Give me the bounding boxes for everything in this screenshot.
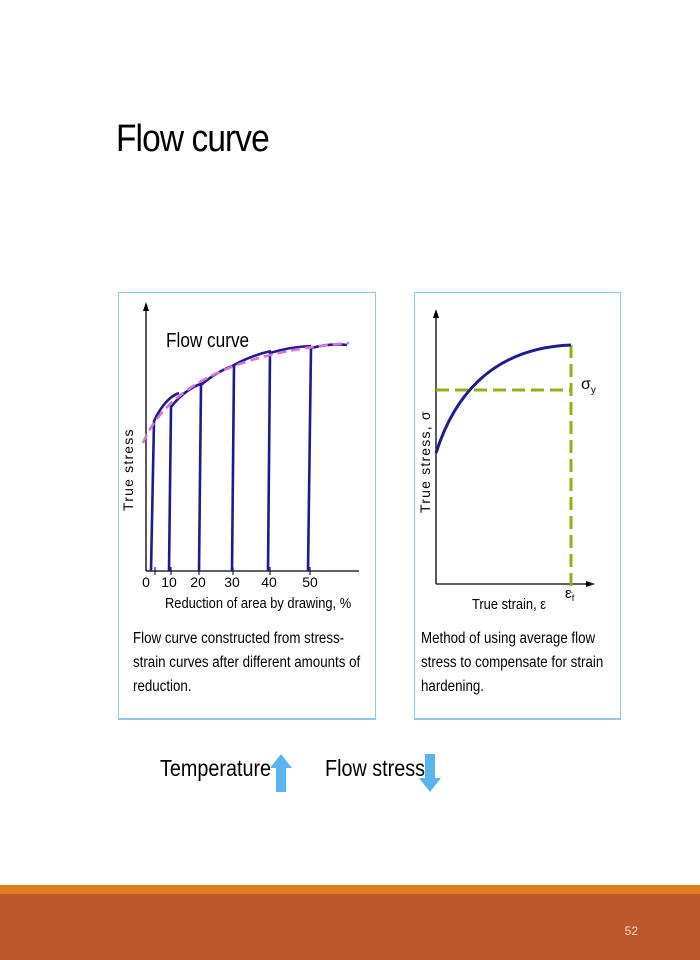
x-tick-label: 50 bbox=[302, 574, 318, 590]
flow-curve-construction-panel: Flow curve True stress 0 10 20 30 40 50 … bbox=[118, 292, 376, 720]
arrow-down-icon bbox=[419, 754, 441, 792]
caption-line: Flow curve constructed from stress- bbox=[133, 630, 345, 647]
caption-line: stress to compensate for strain bbox=[421, 654, 604, 671]
stress-strain-curve bbox=[306, 343, 348, 572]
stress-strain-curve bbox=[230, 349, 272, 572]
average-flow-stress-panel: True stress, σ True strain, ε σy εf Meth… bbox=[414, 292, 621, 720]
caption-line: Method of using average flow bbox=[421, 630, 596, 647]
x-axis-label: Reduction of area by drawing, % bbox=[165, 594, 351, 611]
flow-curve bbox=[434, 343, 572, 454]
epsilon-f-label: εf bbox=[565, 585, 575, 603]
x-axis-arrowhead bbox=[586, 581, 595, 587]
stress-strain-curve bbox=[266, 344, 312, 572]
stress-strain-curve bbox=[167, 381, 204, 572]
x-tick-label: 0 bbox=[142, 574, 150, 590]
arrow-up-icon bbox=[270, 754, 292, 792]
x-tick-label: 40 bbox=[261, 574, 277, 590]
caption-line: hardening. bbox=[421, 678, 485, 695]
flow-stress-label: Flow stress bbox=[325, 755, 426, 781]
average-flow-stress-diagram: True stress, σ True strain, ε σy εf bbox=[417, 309, 596, 612]
right-caption: Method of using average flow stress to c… bbox=[421, 627, 617, 699]
flow-curve-envelope bbox=[141, 341, 350, 444]
footer-band bbox=[0, 894, 700, 960]
x-tick-labels: 0 10 20 30 40 50 bbox=[142, 574, 318, 590]
x-axis-label: True strain, ε bbox=[472, 595, 546, 612]
temperature-label: Temperature bbox=[160, 755, 272, 781]
caption-line: strain curves after different amounts of bbox=[133, 654, 361, 671]
y-axis-label: True stress bbox=[120, 428, 136, 511]
x-tick-label: 30 bbox=[224, 574, 240, 590]
y-axis-label: True stress, σ bbox=[417, 410, 433, 513]
sigma-y-label: σy bbox=[581, 376, 596, 396]
caption-line: reduction. bbox=[133, 678, 192, 695]
stress-strain-curves bbox=[149, 343, 348, 572]
flow-curve-label: Flow curve bbox=[166, 329, 249, 352]
x-tick-label: 10 bbox=[161, 574, 177, 590]
stress-strain-curve bbox=[197, 363, 236, 572]
left-caption: Flow curve constructed from stress- stra… bbox=[133, 627, 370, 699]
footer-accent-line bbox=[0, 885, 700, 894]
x-tick-label: 20 bbox=[190, 574, 206, 590]
y-axis-arrowhead bbox=[143, 302, 149, 311]
page-number: 52 bbox=[624, 924, 638, 938]
slide-title: Flow curve bbox=[116, 118, 270, 160]
flow-curve-construction-diagram: Flow curve True stress 0 10 20 30 40 50 … bbox=[120, 302, 359, 611]
y-axis-arrowhead bbox=[433, 309, 439, 318]
stress-strain-curve bbox=[149, 391, 180, 572]
